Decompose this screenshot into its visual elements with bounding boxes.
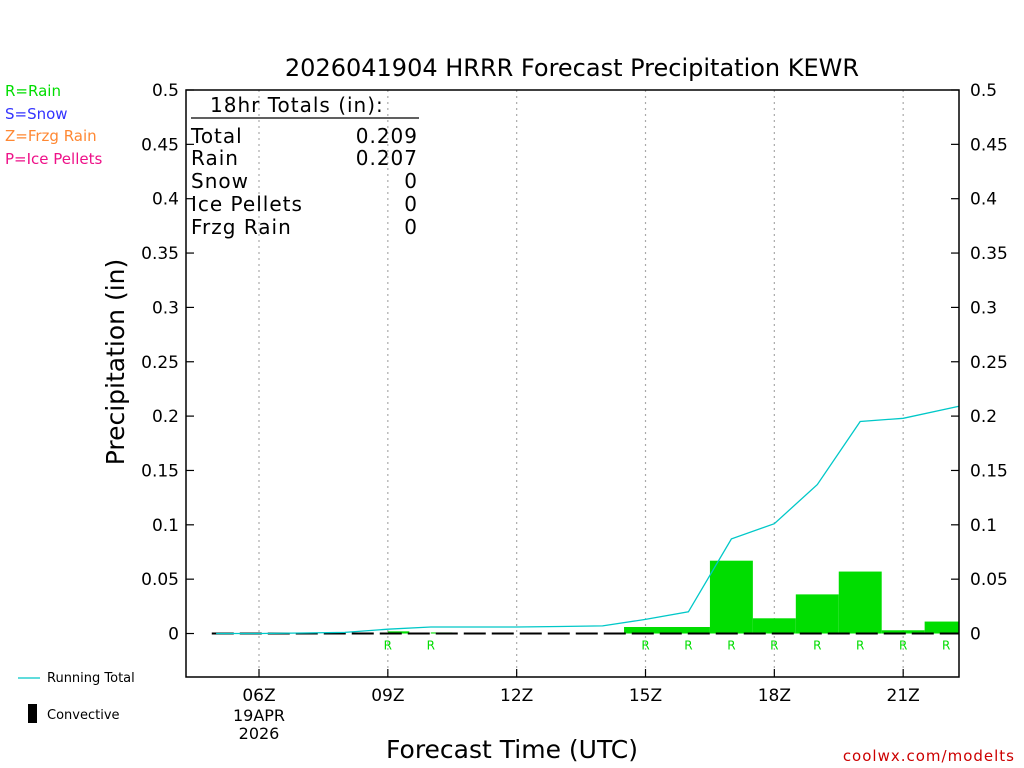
- y-tick-label-right: 0.1: [970, 516, 997, 536]
- precip-bar: [838, 571, 882, 634]
- source-credit: coolwx.com/modelts: [843, 747, 1015, 765]
- running-total-legend-label: Running Total: [47, 671, 135, 686]
- precip-bar: [924, 621, 959, 634]
- totals-rain-label: Rain: [191, 146, 239, 170]
- x-axis-label: Forecast Time (UTC): [386, 735, 638, 764]
- precip-type-marker: R: [942, 639, 950, 653]
- y-tick-label-left: 0.25: [141, 353, 179, 373]
- running-total-layer: [216, 405, 960, 635]
- y-axis-ticks: 0 00.05 0.050.1 0.10.15 0.150.2 0.20.25 0.250.…: [141, 81, 1008, 645]
- y-tick-label-left: 0.45: [141, 135, 179, 155]
- y-tick-label-right: 0: [970, 625, 981, 645]
- totals-heading: 18hr Totals (in):: [210, 93, 384, 117]
- legend-snow: S=Snow: [5, 105, 68, 123]
- legend-rain: R=Rain: [5, 82, 61, 100]
- y-tick-label-left: 0.15: [141, 461, 179, 481]
- precip-type-marker: R: [856, 639, 864, 653]
- running-total-line: [216, 405, 960, 635]
- y-tick-label-left: 0.2: [152, 407, 179, 427]
- precip-type-marker: R: [641, 639, 649, 653]
- precip-type-marker: R: [770, 639, 778, 653]
- precip-bars: [387, 560, 959, 634]
- totals-total-value: 0.209: [356, 124, 418, 148]
- y-tick-label-right: 0.3: [970, 298, 997, 318]
- precip-bar: [709, 560, 753, 634]
- precip-type-marker: R: [899, 639, 907, 653]
- line-legend: Running Total Convective: [18, 671, 135, 723]
- totals-total-label: Total: [190, 124, 243, 148]
- plot-frame: [185, 89, 960, 678]
- precip-type-legend: R=Rain S=Snow Z=Frzg Rain P=Ice Pellets: [5, 82, 102, 168]
- y-tick-label-left: 0.4: [152, 190, 179, 210]
- totals-frzg-value: 0: [404, 215, 418, 239]
- y-tick-label-left: 0: [168, 625, 179, 645]
- convective-swatch: [28, 704, 37, 723]
- convective-legend-label: Convective: [47, 708, 120, 723]
- x-tick-label: 21Z: [887, 686, 920, 706]
- legend-frzg-rain: Z=Frzg Rain: [5, 127, 97, 145]
- precip-bar: [624, 626, 710, 634]
- chart-title: 2026041904 HRRR Forecast Precipitation K…: [285, 54, 859, 82]
- totals-pellets-label: Ice Pellets: [191, 192, 303, 216]
- y-axis-label: Precipitation (in): [101, 259, 130, 466]
- precip-type-marker: R: [727, 639, 735, 653]
- y-tick-label-right: 0.45: [970, 135, 1008, 155]
- precip-bar: [881, 630, 925, 634]
- precip-bar: [752, 618, 796, 634]
- totals-snow-label: Snow: [191, 169, 249, 193]
- x-tick-label: 12Z: [500, 686, 533, 706]
- precip-bar: [795, 594, 839, 634]
- totals-rain-value: 0.207: [356, 146, 418, 170]
- totals-snow-value: 0: [404, 169, 418, 193]
- precip-type-marker: R: [684, 639, 692, 653]
- precip-type-marker: R: [427, 639, 435, 653]
- y-tick-label-right: 0.2: [970, 407, 997, 427]
- y-tick-label-right: 0.35: [970, 244, 1008, 264]
- x-tick-label: 09Z: [371, 686, 404, 706]
- legend-ice-pellets: P=Ice Pellets: [5, 150, 102, 168]
- y-tick-label-left: 0.3: [152, 298, 179, 318]
- y-tick-label-right: 0.4: [970, 190, 997, 210]
- x-tick-label: 15Z: [629, 686, 662, 706]
- precip-type-marker: R: [813, 639, 821, 653]
- y-tick-label-left: 0.1: [152, 516, 179, 536]
- precip-type-marker: R: [384, 639, 392, 653]
- precip-bar: [387, 631, 410, 634]
- grid-lines: [258, 90, 904, 677]
- y-tick-label-left: 0.35: [141, 244, 179, 264]
- totals-frzg-label: Frzg Rain: [191, 215, 292, 239]
- totals-box: 18hr Totals (in): Total 0.209 Rain 0.207…: [190, 93, 419, 239]
- y-tick-label-left: 0.5: [152, 81, 179, 101]
- y-tick-label-right: 0.05: [970, 570, 1008, 590]
- x-tick-label: 06Z: [242, 686, 275, 706]
- x-tick-year: 2026: [239, 724, 280, 743]
- totals-pellets-value: 0: [404, 192, 418, 216]
- y-tick-label-right: 0.5: [970, 81, 997, 101]
- y-tick-label-left: 0.05: [141, 570, 179, 590]
- y-tick-label-right: 0.15: [970, 461, 1008, 481]
- x-tick-date: 19APR: [233, 706, 285, 725]
- x-tick-label: 18Z: [758, 686, 791, 706]
- y-tick-label-right: 0.25: [970, 353, 1008, 373]
